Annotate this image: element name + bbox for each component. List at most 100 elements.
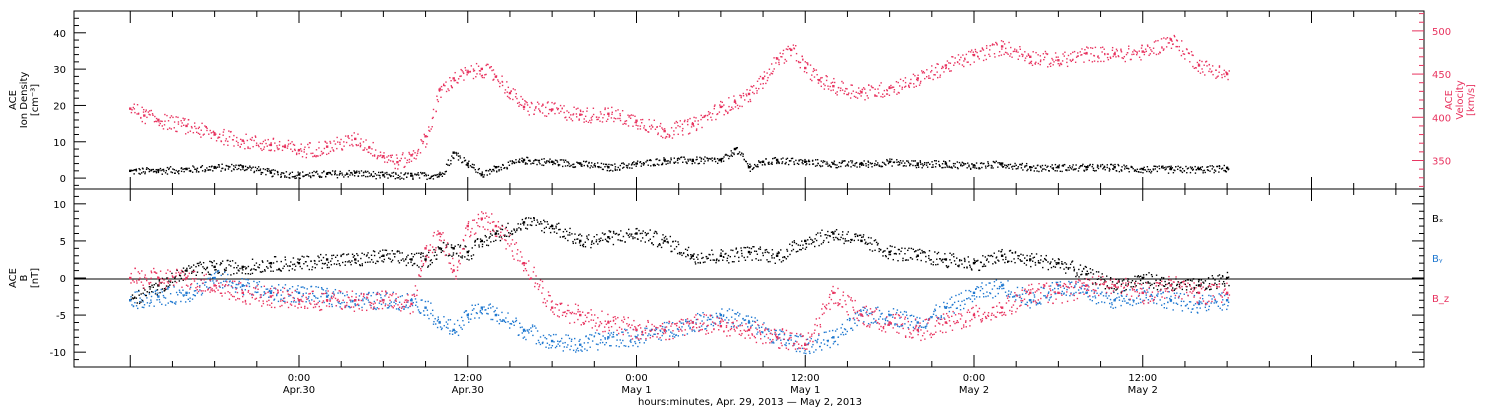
density-dot xyxy=(457,152,459,155)
density-dot xyxy=(1087,165,1089,167)
density-dot xyxy=(1147,168,1149,171)
by-dot xyxy=(130,296,132,298)
velocity-dot xyxy=(1076,55,1079,57)
bx-dot xyxy=(1109,277,1112,279)
by-dot xyxy=(447,327,449,329)
bx-dot xyxy=(513,229,516,231)
velocity-dot xyxy=(1000,54,1003,56)
density-dot xyxy=(1150,170,1153,173)
bx-dot xyxy=(135,297,138,299)
bx-dot xyxy=(169,281,172,283)
velocity-dot xyxy=(440,96,442,98)
density-dot xyxy=(1204,171,1206,174)
density-dot xyxy=(367,175,369,178)
bx-dot xyxy=(349,261,351,264)
density-dot xyxy=(653,164,655,167)
by-dot xyxy=(462,319,464,322)
density-dot xyxy=(425,175,428,177)
by-dot xyxy=(307,297,309,300)
velocity-dot xyxy=(277,148,279,151)
density-dot xyxy=(321,172,323,174)
by-dot xyxy=(395,308,398,310)
density-dot xyxy=(1014,162,1016,165)
density-dot xyxy=(920,163,922,165)
density-dot xyxy=(933,160,936,162)
density-dot xyxy=(720,161,723,163)
bx-dot xyxy=(454,245,456,247)
density-dot xyxy=(442,173,445,175)
velocity-dot xyxy=(233,145,235,147)
density-tick-label: 40 xyxy=(53,29,66,40)
velocity-dot xyxy=(1210,71,1212,73)
density-dot xyxy=(579,162,581,164)
velocity-dot xyxy=(1178,45,1180,48)
density-dot xyxy=(441,175,444,178)
bx-dot xyxy=(814,245,816,248)
velocity-dot xyxy=(829,85,831,88)
density-dot xyxy=(168,167,170,169)
density-dot xyxy=(339,173,341,175)
velocity-dot xyxy=(349,144,351,147)
bx-dot xyxy=(630,235,632,237)
by-dot xyxy=(537,339,540,342)
density-dot xyxy=(513,161,515,164)
density-dot xyxy=(661,163,664,166)
density-dot xyxy=(673,157,675,159)
density-dot xyxy=(786,157,789,160)
velocity-dot xyxy=(627,125,630,127)
bx-dot xyxy=(712,253,714,256)
bx-dot xyxy=(341,261,344,264)
bx-dot xyxy=(236,267,238,269)
bx-dot xyxy=(1039,262,1041,264)
bx-dot xyxy=(673,248,676,250)
by-dot xyxy=(682,334,684,336)
density-dot xyxy=(511,160,513,162)
velocity-dot xyxy=(512,98,514,101)
density-dot xyxy=(296,174,298,177)
density-dot xyxy=(215,167,217,170)
bx-dot xyxy=(270,262,273,265)
bx-dot xyxy=(336,254,339,257)
density-dot xyxy=(808,160,810,163)
density-dot xyxy=(397,174,399,177)
density-dot xyxy=(631,163,633,165)
velocity-dot xyxy=(516,97,518,100)
bx-dot xyxy=(811,239,814,241)
velocity-dot xyxy=(501,84,504,87)
velocity-dot xyxy=(813,69,816,72)
velocity-dot xyxy=(389,154,392,157)
bx-dot xyxy=(338,263,340,265)
velocity-dot xyxy=(951,56,953,58)
velocity-dot xyxy=(184,118,186,120)
by-dot xyxy=(337,292,339,294)
velocity-dot xyxy=(148,110,151,112)
by-dot xyxy=(449,333,451,335)
velocity-point xyxy=(635,119,638,122)
density-dot xyxy=(545,162,547,164)
velocity-dot xyxy=(1106,56,1109,59)
density-dot xyxy=(280,176,282,179)
by-dot xyxy=(254,291,256,293)
bx-dot xyxy=(156,294,159,296)
density-dot xyxy=(266,169,269,172)
velocity-dot xyxy=(438,90,441,92)
density-dot xyxy=(450,163,452,165)
velocity-dot xyxy=(1104,52,1106,55)
bx-dot xyxy=(574,233,576,235)
by-dot xyxy=(491,318,494,321)
bx-dot xyxy=(1135,285,1137,287)
density-dot xyxy=(854,165,856,167)
by-dot xyxy=(650,328,653,331)
bx-dot xyxy=(709,254,711,256)
velocity-dot xyxy=(1035,51,1037,54)
bx-dot xyxy=(752,245,754,248)
bx-dot xyxy=(148,291,151,294)
density-dot xyxy=(550,161,553,163)
bx-dot xyxy=(878,250,880,253)
velocity-dot xyxy=(175,130,177,133)
velocity-dot xyxy=(163,124,166,126)
bx-dot xyxy=(793,240,795,242)
velocity-dot xyxy=(329,140,331,143)
bx-dot xyxy=(773,257,775,259)
density-dot xyxy=(1154,165,1157,168)
